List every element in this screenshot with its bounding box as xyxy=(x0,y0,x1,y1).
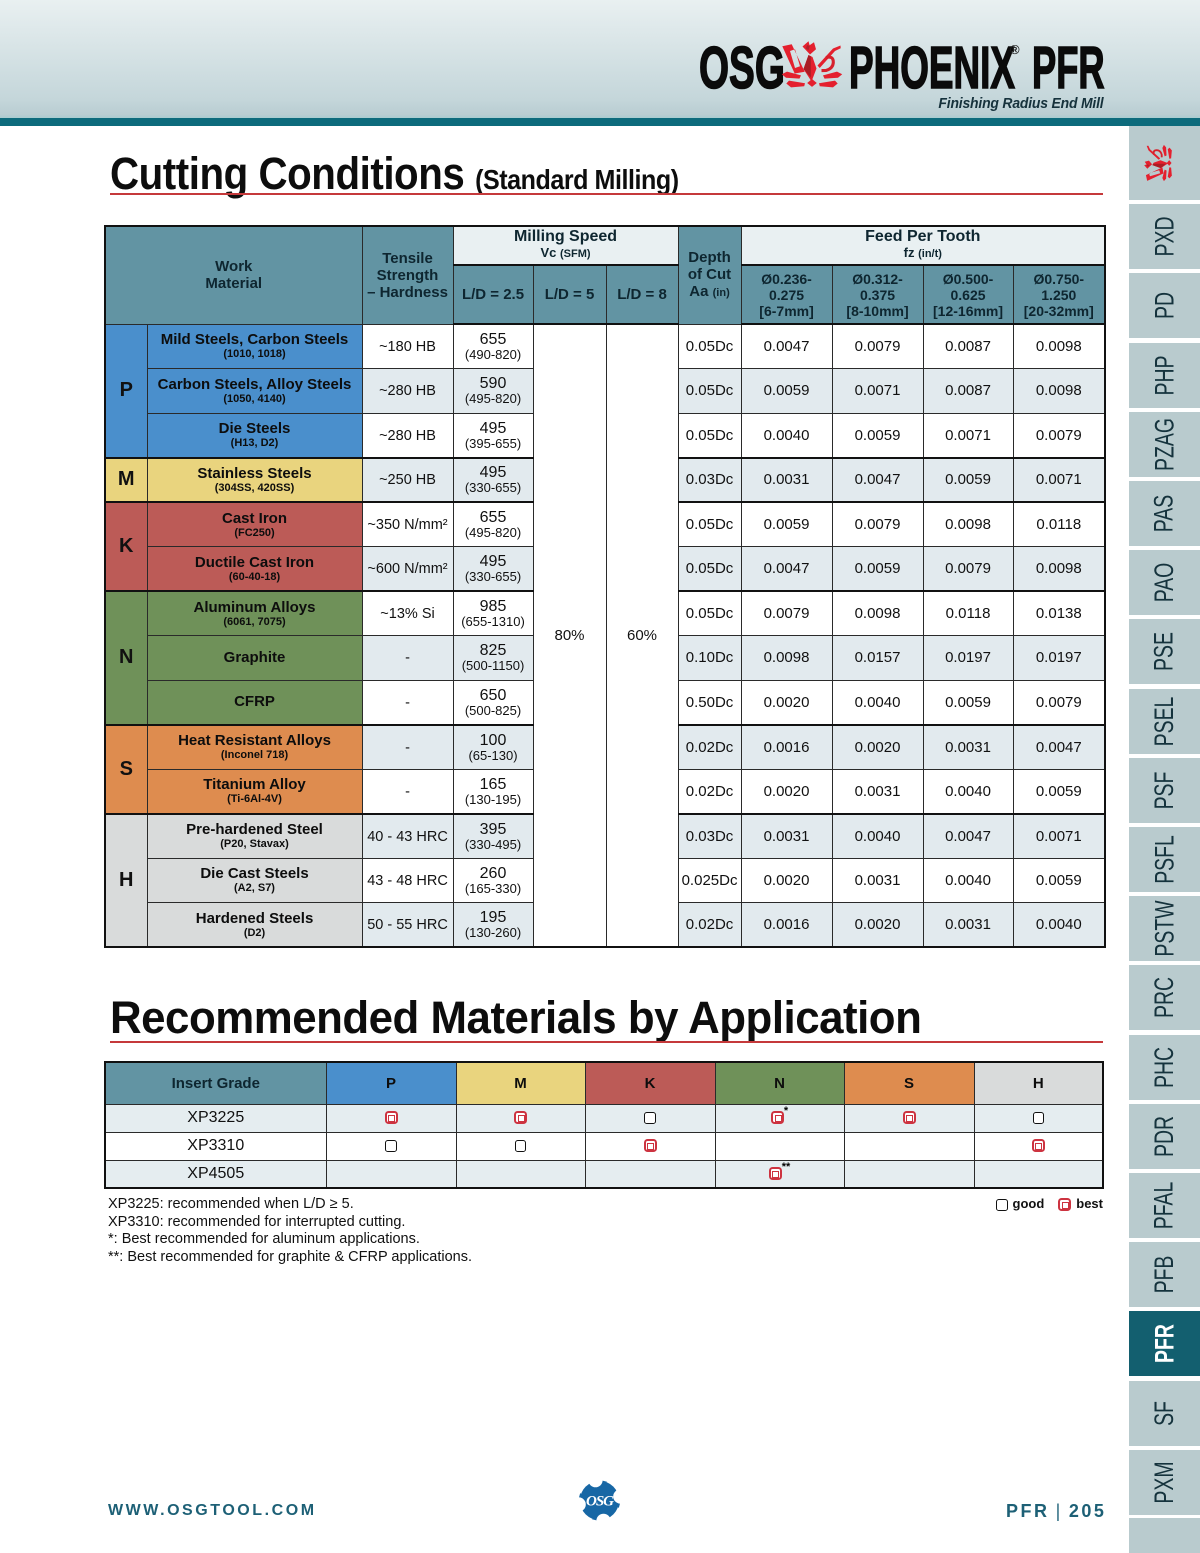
svg-text:OSG: OSG xyxy=(586,1494,614,1510)
